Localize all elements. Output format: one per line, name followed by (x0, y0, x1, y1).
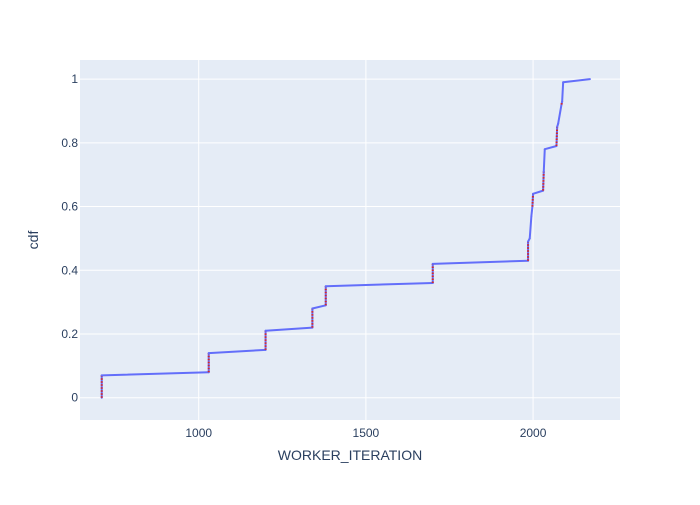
plot-background (80, 60, 620, 420)
cdf-line-segment (542, 148, 546, 173)
series-layer (100, 78, 591, 399)
y-tick-label: 0.2 (61, 327, 78, 341)
x-tick-label: 1000 (185, 426, 212, 440)
y-tick-label: 0 (71, 391, 78, 405)
cdf-line-segment (543, 145, 558, 151)
cdf-line-segment (207, 348, 267, 355)
cdf-line-segment (311, 304, 327, 310)
cdf-line-segment (324, 282, 434, 288)
tick-labels: 1000 1500 2000 0 0.2 0.4 0.6 0.8 1 (61, 72, 546, 440)
x-tick-label: 1500 (353, 426, 380, 440)
y-tick-label: 0.6 (61, 200, 78, 214)
cdf-step-markers (560, 101, 564, 105)
x-tick-label: 2000 (520, 426, 547, 440)
cdf-line-segment (557, 103, 563, 125)
y-tick-label: 0.8 (61, 136, 78, 150)
cdf-line-segment (528, 215, 533, 240)
y-axis-label: cdf (25, 231, 41, 250)
cdf-line-segment (532, 189, 545, 195)
cdf-line-segment (562, 78, 591, 84)
y-tick-label: 0.4 (61, 263, 78, 277)
grid-lines (80, 60, 620, 420)
cdf-line-segment (264, 326, 314, 332)
y-tick-label: 1 (71, 72, 78, 86)
cdf-step-markers (555, 126, 559, 147)
cdf-line-segment (100, 371, 210, 377)
cdf-line-segment (431, 259, 530, 265)
cdf-line-segment (561, 81, 565, 103)
cdf-step-markers (531, 193, 535, 207)
cdf-step-markers (542, 171, 545, 191)
x-axis-label: WORKER_ITERATION (278, 447, 422, 463)
cdf-line-segment (530, 205, 534, 218)
